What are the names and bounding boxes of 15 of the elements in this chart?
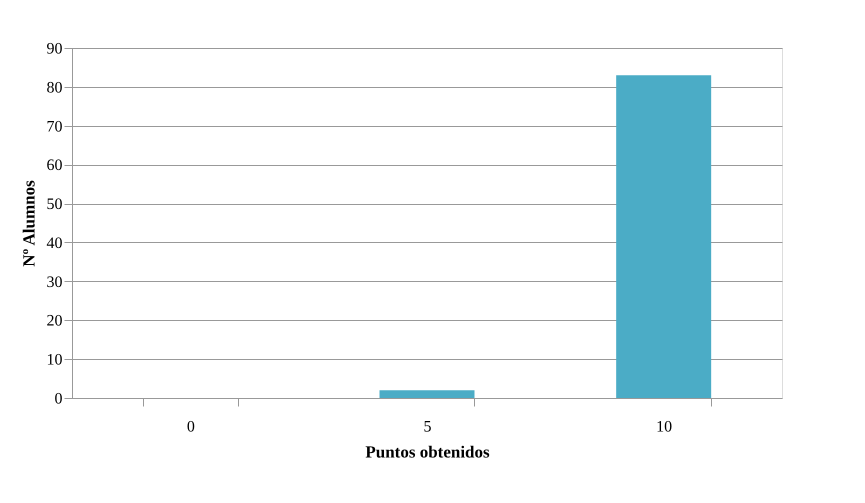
y-tick-label: 0 [54,390,62,408]
x-tick-label: 5 [424,418,432,436]
x-tick-label: 10 [656,418,672,436]
y-tick-label: 90 [46,40,62,58]
y-tick-label: 80 [46,79,62,96]
y-tick-label: 20 [46,312,62,330]
y-axis-title: Nº Alumnos [20,180,38,267]
y-tick-label: 60 [46,157,62,174]
x-axis-title: Puntos obtenidos [365,442,490,462]
y-tick-label: 10 [46,352,62,369]
y-tick-label: 30 [46,274,62,291]
y-tick-label: 50 [46,196,62,214]
y-tick-label: 70 [46,118,62,136]
y-tick-label: 40 [46,234,62,252]
x-tick-label: 0 [186,418,195,436]
